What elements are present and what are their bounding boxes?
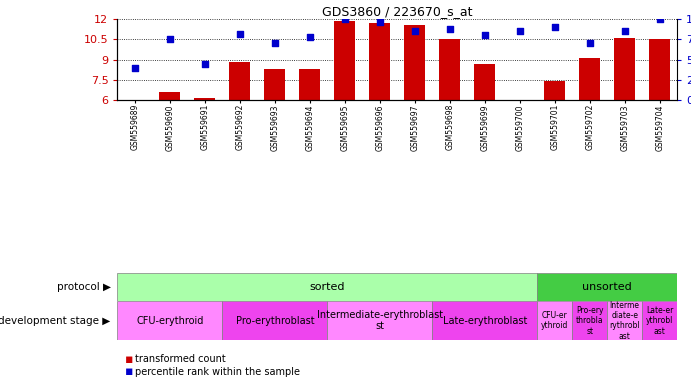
Point [409, 28, 420, 35]
Point [129, 65, 140, 71]
Text: Intermediate-erythroblast
st: Intermediate-erythroblast st [316, 310, 443, 331]
Point [619, 28, 630, 35]
Bar [265, 69, 285, 100]
Text: ▪: ▪ [124, 365, 133, 378]
Point [584, 40, 595, 46]
Bar [474, 64, 495, 100]
Bar [572, 301, 607, 340]
Point [654, 16, 665, 22]
Point [514, 28, 525, 35]
Point [480, 32, 491, 38]
Text: percentile rank within the sample: percentile rank within the sample [135, 367, 300, 377]
Text: development stage ▶: development stage ▶ [0, 316, 111, 326]
Bar [194, 99, 216, 100]
Bar [649, 40, 670, 100]
Bar [537, 301, 572, 340]
Bar [334, 21, 355, 100]
Point [164, 36, 176, 43]
Title: GDS3860 / 223670_s_at: GDS3860 / 223670_s_at [322, 5, 473, 18]
Text: Pro-erythroblast: Pro-erythroblast [236, 316, 314, 326]
Text: transformed count: transformed count [135, 354, 225, 364]
Point [234, 31, 245, 37]
Point [269, 40, 281, 46]
Bar [642, 301, 677, 340]
Bar [229, 62, 250, 100]
Text: unsorted: unsorted [583, 282, 632, 292]
Text: Pro-ery
throbla
st: Pro-ery throbla st [576, 306, 603, 336]
Bar [579, 58, 600, 100]
Bar [117, 273, 537, 301]
Text: Interme
diate-e
rythrobl
ast: Interme diate-e rythrobl ast [609, 301, 640, 341]
Bar [614, 38, 635, 100]
Bar [404, 25, 425, 100]
Bar [369, 23, 390, 100]
Text: protocol ▶: protocol ▶ [57, 282, 111, 292]
Bar [299, 69, 321, 100]
Bar [223, 301, 328, 340]
Point [339, 16, 350, 22]
Bar [160, 92, 180, 100]
Point [549, 24, 560, 30]
Bar [607, 301, 642, 340]
Point [444, 26, 455, 32]
Bar [537, 273, 677, 301]
Point [375, 18, 386, 25]
Bar [328, 301, 433, 340]
Text: CFU-erythroid: CFU-erythroid [136, 316, 204, 326]
Point [304, 34, 315, 40]
Text: ▪: ▪ [124, 353, 133, 366]
Text: Late-er
ythrobl
ast: Late-er ythrobl ast [646, 306, 673, 336]
Bar [439, 40, 460, 100]
Bar [117, 301, 223, 340]
Point [200, 61, 211, 67]
Text: sorted: sorted [310, 282, 345, 292]
Bar [545, 81, 565, 100]
Bar [433, 301, 537, 340]
Text: Late-erythroblast: Late-erythroblast [443, 316, 527, 326]
Text: CFU-er
ythroid: CFU-er ythroid [541, 311, 569, 330]
